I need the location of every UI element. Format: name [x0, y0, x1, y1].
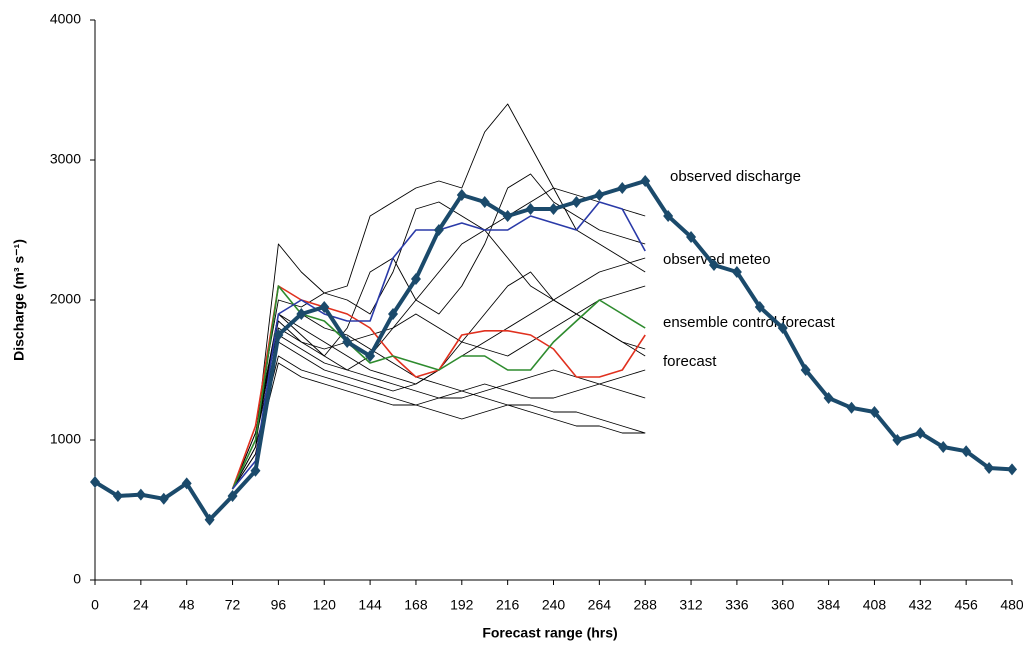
ensemble-line	[232, 201, 646, 490]
marker	[571, 196, 582, 208]
x-tick-label: 240	[542, 597, 566, 613]
marker	[112, 490, 123, 502]
x-tick-label: 264	[588, 597, 612, 613]
y-tick-label: 0	[73, 571, 81, 587]
x-tick-label: 408	[863, 597, 887, 613]
marker	[296, 308, 307, 320]
x-tick-label: 144	[358, 597, 382, 613]
y-tick-label: 4000	[50, 11, 81, 27]
marker	[135, 488, 146, 501]
x-tick-label: 288	[634, 597, 658, 613]
marker	[479, 196, 490, 208]
x-tick-label: 168	[404, 597, 428, 613]
x-tick-label: 120	[313, 597, 337, 613]
ensemble-line	[232, 257, 646, 490]
marker	[938, 441, 949, 453]
marker	[594, 189, 605, 201]
series-line	[231, 201, 646, 490]
x-tick-label: 72	[225, 597, 241, 613]
ensemble-line	[232, 285, 646, 490]
y-axis-title: Discharge (m³ s⁻¹)	[11, 239, 27, 361]
marker	[548, 203, 559, 215]
marker	[365, 350, 376, 362]
ensemble-line	[232, 362, 646, 490]
marker	[525, 203, 536, 215]
ensemble-line	[232, 285, 646, 490]
x-axis-title: Forecast range (hrs)	[482, 625, 617, 641]
marker	[342, 336, 353, 348]
marker	[708, 259, 719, 271]
x-tick-label: 456	[954, 597, 978, 613]
ensemble-line	[232, 355, 646, 490]
marker	[846, 401, 857, 414]
series-label: observed discharge	[670, 168, 801, 185]
marker	[961, 445, 972, 458]
marker	[731, 266, 742, 278]
x-tick-label: 336	[725, 597, 749, 613]
marker	[227, 490, 238, 502]
x-tick-label: 432	[909, 597, 933, 613]
marker	[777, 322, 788, 334]
series-line	[231, 285, 646, 490]
marker	[158, 492, 169, 505]
y-tick-label: 3000	[50, 151, 81, 167]
x-tick-label: 312	[679, 597, 703, 613]
x-tick-label: 216	[496, 597, 520, 613]
marker	[617, 182, 628, 194]
x-tick-label: 24	[133, 597, 149, 613]
marker	[754, 301, 765, 313]
series-label: forecast	[663, 353, 717, 370]
marker	[273, 329, 284, 341]
marker	[915, 427, 926, 439]
series-label: ensemble control forecast	[663, 314, 836, 331]
x-tick-label: 480	[1000, 597, 1023, 613]
series-label: observed meteo	[663, 251, 771, 268]
marker	[640, 175, 651, 187]
marker	[388, 308, 399, 320]
ensemble-line	[232, 313, 646, 490]
x-tick-label: 0	[91, 597, 99, 613]
y-tick-label: 2000	[50, 291, 81, 307]
ensemble-line	[232, 187, 646, 490]
marker	[90, 476, 100, 488]
marker	[869, 406, 880, 418]
x-tick-label: 384	[817, 597, 841, 613]
marker	[433, 224, 444, 236]
marker	[410, 273, 421, 285]
marker	[686, 231, 697, 243]
marker	[456, 189, 467, 201]
series-line	[231, 285, 646, 490]
marker	[502, 210, 513, 222]
observed-line	[93, 179, 1013, 522]
marker	[984, 462, 995, 474]
marker	[250, 464, 261, 477]
marker	[823, 392, 834, 404]
marker	[800, 364, 811, 376]
x-tick-label: 96	[271, 597, 287, 613]
marker	[204, 513, 215, 526]
marker	[181, 477, 192, 490]
marker	[319, 301, 330, 313]
x-tick-label: 192	[450, 597, 474, 613]
x-tick-label: 48	[179, 597, 195, 613]
marker	[1007, 463, 1017, 476]
marker	[892, 434, 903, 446]
marker	[663, 210, 674, 222]
y-tick-label: 1000	[50, 431, 81, 447]
x-tick-label: 360	[771, 597, 795, 613]
